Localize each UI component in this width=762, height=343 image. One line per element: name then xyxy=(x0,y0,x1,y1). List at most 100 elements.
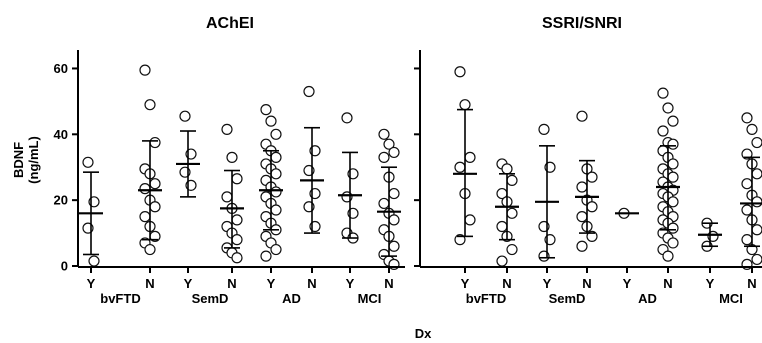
dx-group-label: AD xyxy=(638,291,657,306)
x-tick-label: Y xyxy=(543,276,552,291)
data-point xyxy=(378,151,390,163)
x-tick-label: Y xyxy=(461,276,470,291)
data-point xyxy=(139,211,151,223)
data-point xyxy=(226,151,238,163)
data-point xyxy=(667,171,679,183)
x-tick-label: Y xyxy=(706,276,715,291)
data-point xyxy=(270,151,282,163)
data-point xyxy=(270,168,282,180)
data-point xyxy=(179,110,191,122)
panel-title: AChEI xyxy=(206,15,254,32)
data-point xyxy=(496,220,508,233)
data-point xyxy=(586,201,598,213)
x-tick-label: N xyxy=(384,276,393,291)
data-point xyxy=(746,123,758,135)
data-point xyxy=(388,146,400,159)
data-point xyxy=(464,151,476,163)
data-point xyxy=(741,178,753,190)
x-tick-label: N xyxy=(663,276,672,291)
x-tick-label: Y xyxy=(623,276,632,291)
data-point xyxy=(149,136,161,149)
data-point xyxy=(751,136,762,149)
data-point xyxy=(576,110,588,122)
data-point xyxy=(496,255,508,267)
data-point xyxy=(270,186,282,198)
y-tick-label: 0 xyxy=(61,259,68,274)
data-point xyxy=(662,250,674,262)
data-point xyxy=(657,87,669,99)
x-tick-label: Y xyxy=(184,276,193,291)
x-tick-label: Y xyxy=(87,276,96,291)
data-point xyxy=(88,255,100,267)
data-point xyxy=(231,234,243,246)
data-point xyxy=(231,214,243,226)
data-point xyxy=(657,125,669,137)
y-axis-label-line: BDNF xyxy=(11,142,26,178)
data-point xyxy=(388,240,400,252)
data-point xyxy=(144,243,156,256)
data-point xyxy=(741,204,753,216)
x-tick-label: N xyxy=(227,276,236,291)
data-point xyxy=(221,191,233,203)
dx-group-label: bvFTD xyxy=(100,291,140,306)
data-point xyxy=(341,112,353,124)
data-point xyxy=(751,224,762,236)
y-tick-label: 40 xyxy=(54,127,68,142)
data-point xyxy=(576,181,588,193)
data-point xyxy=(751,168,762,180)
data-point xyxy=(454,161,466,173)
data-point xyxy=(454,66,466,78)
x-tick-label: N xyxy=(307,276,316,291)
data-point xyxy=(667,196,679,208)
data-point xyxy=(270,128,282,140)
data-points xyxy=(82,64,762,270)
error-bars xyxy=(79,108,762,259)
y-tick-label: 60 xyxy=(54,61,68,76)
x-tick-label: N xyxy=(502,276,511,291)
y-tick-label: 20 xyxy=(54,193,68,208)
data-point xyxy=(538,123,550,135)
data-point xyxy=(741,234,753,246)
data-point xyxy=(662,102,674,114)
data-point xyxy=(378,128,390,140)
dx-group-label: bvFTD xyxy=(466,291,506,306)
data-point xyxy=(270,204,282,216)
data-point xyxy=(586,171,598,183)
data-point xyxy=(82,156,94,168)
data-point xyxy=(265,115,277,127)
data-point xyxy=(270,243,282,256)
x-tick-label: Y xyxy=(346,276,355,291)
dx-group-label: SemD xyxy=(192,291,229,306)
dx-group-label: MCI xyxy=(719,291,743,306)
data-point xyxy=(388,214,400,226)
data-point xyxy=(576,240,588,252)
x-tick-label: Y xyxy=(267,276,276,291)
data-point xyxy=(260,250,272,262)
data-point xyxy=(231,252,243,264)
data-point xyxy=(139,64,151,76)
data-point xyxy=(149,201,161,213)
data-point xyxy=(741,112,753,124)
data-point xyxy=(303,85,315,98)
data-point xyxy=(751,196,762,208)
data-point xyxy=(459,99,471,111)
data-point xyxy=(667,158,679,170)
y-axis-label-line: (ng/mL) xyxy=(26,136,41,184)
dx-group-label: MCI xyxy=(358,291,382,306)
x-tick-label: N xyxy=(582,276,591,291)
data-point xyxy=(231,173,243,185)
x-tick-label: N xyxy=(145,276,154,291)
data-point xyxy=(464,214,476,226)
data-point xyxy=(667,138,679,150)
y-axis-label: BDNF(ng/mL) xyxy=(11,136,41,184)
data-point xyxy=(378,197,390,210)
data-point xyxy=(388,187,400,200)
data-point xyxy=(144,99,156,111)
data-point xyxy=(506,207,518,219)
data-point xyxy=(149,178,161,190)
data-point xyxy=(506,174,518,186)
axes xyxy=(72,50,762,273)
data-point xyxy=(501,163,513,175)
